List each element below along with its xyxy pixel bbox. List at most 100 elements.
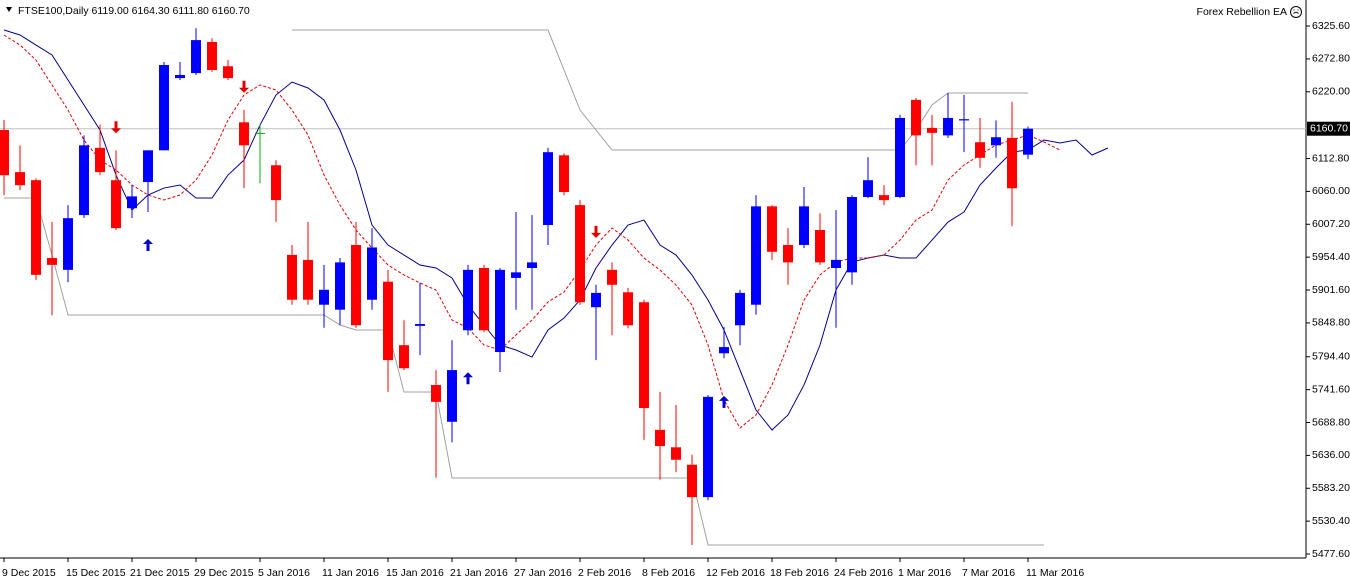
y-tick-label: 5954.40 — [1312, 251, 1350, 263]
candle-body — [623, 292, 633, 326]
candle-body — [15, 172, 25, 186]
candle-body — [399, 345, 409, 369]
candle-body — [607, 269, 617, 285]
candle-body — [191, 40, 201, 74]
current-price-label: 6160.70 — [1310, 122, 1348, 134]
candle-body — [383, 281, 393, 361]
candle-body — [591, 292, 601, 308]
candle-body — [31, 180, 41, 275]
x-tick-label: 27 Jan 2016 — [514, 567, 572, 579]
ea-icon[interactable] — [1290, 6, 1302, 18]
ea-icon-face[interactable] — [1293, 9, 1299, 14]
candle-body — [287, 254, 297, 300]
candle-body — [847, 197, 857, 273]
candle-body — [239, 122, 249, 146]
chart-title: FTSE100,Daily 6119.00 6164.30 6111.80 61… — [18, 5, 250, 17]
candle-body — [879, 195, 889, 201]
candle-body — [895, 117, 905, 198]
y-tick-label: 5901.60 — [1312, 284, 1350, 296]
signal-arrow-down — [239, 80, 249, 93]
x-tick-label: 15 Jan 2016 — [386, 567, 444, 579]
y-tick-label: 5477.60 — [1312, 548, 1350, 560]
y-tick-label: 5741.60 — [1312, 383, 1350, 395]
candle-body — [63, 218, 73, 270]
candle-body — [367, 247, 377, 300]
x-tick-label: 12 Feb 2016 — [706, 567, 765, 579]
candle-body — [303, 259, 313, 300]
x-tick-label: 18 Feb 2016 — [770, 567, 829, 579]
candle-body — [95, 147, 105, 173]
candle-body — [703, 396, 713, 498]
candle-body — [415, 324, 425, 326]
candle-body — [511, 272, 521, 278]
candle-body — [911, 99, 921, 136]
candle-body — [207, 41, 217, 70]
signal-arrow-down — [111, 121, 121, 134]
candle-body — [223, 66, 233, 79]
candle-body — [0, 130, 9, 176]
candle-body — [863, 180, 873, 198]
y-tick-label: 5688.80 — [1312, 416, 1350, 428]
x-tick-label: 9 Dec 2015 — [2, 567, 56, 579]
candle-body — [975, 142, 985, 158]
candle-body — [255, 132, 265, 134]
x-tick-label: 15 Dec 2015 — [66, 567, 126, 579]
candle-body — [559, 155, 569, 193]
candle-body — [671, 447, 681, 460]
y-tick-label: 6325.60 — [1312, 20, 1350, 32]
ea-label: Forex Rebellion EA — [1197, 6, 1287, 18]
candle-body — [543, 152, 553, 226]
candle-body — [831, 259, 841, 268]
candle-body — [159, 65, 169, 151]
candle-body — [527, 262, 537, 268]
indicator-line — [3, 34, 1061, 429]
candle-body — [431, 385, 441, 402]
y-tick-label: 6060.00 — [1312, 185, 1350, 197]
indicator-line — [292, 29, 1028, 151]
candle-body — [991, 137, 1001, 146]
candle-body — [1023, 128, 1033, 155]
x-tick-label: 2 Feb 2016 — [578, 567, 631, 579]
x-tick-label: 11 Jan 2016 — [322, 567, 379, 579]
indicator-line — [4, 197, 1044, 546]
candle-body — [335, 262, 345, 310]
x-tick-label: 7 Mar 2016 — [962, 567, 1015, 579]
x-tick-label: 21 Jan 2016 — [450, 567, 508, 579]
y-tick-label: 5583.20 — [1312, 482, 1350, 494]
candle-body — [111, 180, 121, 229]
y-tick-label: 6220.00 — [1312, 86, 1350, 98]
y-tick-label: 6007.20 — [1312, 218, 1350, 230]
candle-body — [943, 117, 953, 136]
candle-body — [735, 292, 745, 326]
menu-triangle[interactable] — [6, 7, 12, 12]
current-price-box — [1307, 121, 1350, 136]
candle-body — [815, 230, 825, 263]
candle-body — [175, 74, 185, 79]
candle-body — [319, 289, 329, 305]
indicators — [3, 29, 1109, 546]
candle-body — [447, 370, 457, 422]
x-tick-label: 1 Mar 2016 — [898, 567, 951, 579]
x-tick-label: 29 Dec 2015 — [194, 567, 254, 579]
x-tick-label: 11 Mar 2016 — [1026, 567, 1084, 579]
candle-body — [751, 206, 761, 305]
candle-body — [479, 267, 489, 331]
ea-icon-circle[interactable] — [1290, 6, 1302, 18]
signal-arrow-up — [463, 372, 473, 385]
signal-arrow-up — [719, 395, 729, 408]
candle-body — [143, 150, 153, 183]
candle-body — [799, 206, 809, 245]
candle-body — [271, 165, 281, 201]
indicator-line — [3, 29, 1109, 431]
signal-arrow-down — [591, 225, 601, 238]
y-tick-label: 5848.80 — [1312, 317, 1350, 329]
candle-body — [463, 269, 473, 331]
candle-body — [783, 244, 793, 263]
x-tick-label: 5 Jan 2016 — [258, 567, 310, 579]
candle-body — [655, 429, 665, 447]
y-tick-label: 5636.00 — [1312, 449, 1350, 461]
candle-body — [79, 145, 89, 216]
x-tick-label: 21 Dec 2015 — [130, 567, 190, 579]
